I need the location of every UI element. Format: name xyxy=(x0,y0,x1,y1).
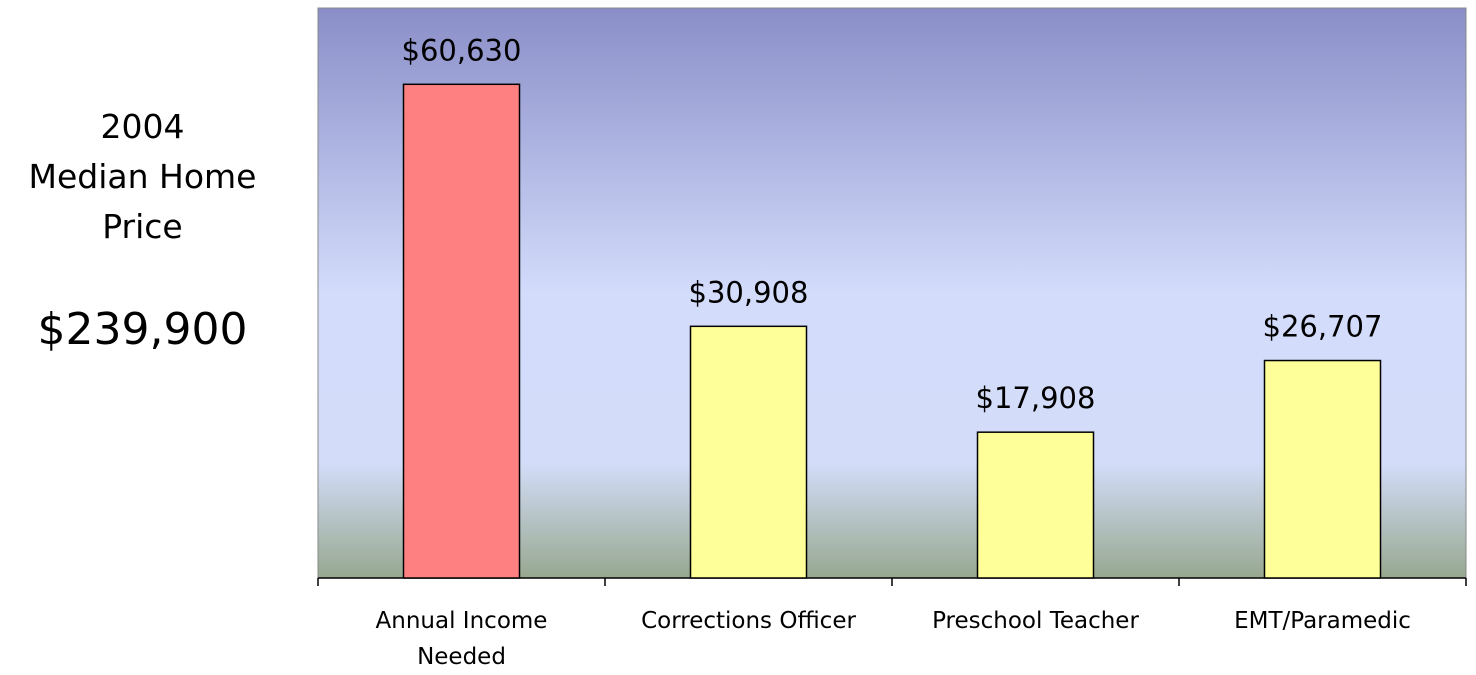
annotation: Median Home xyxy=(28,157,257,196)
x-tick-label: Preschool Teacher xyxy=(932,608,1139,634)
bar xyxy=(689,325,808,579)
annotation: Price xyxy=(102,207,183,246)
bar xyxy=(402,83,521,579)
annotation: $239,900 xyxy=(37,304,248,355)
annotation: 2004 xyxy=(100,107,185,146)
bar xyxy=(976,431,1095,579)
value-label: $26,707 xyxy=(1263,310,1383,344)
value-label: $17,908 xyxy=(976,381,1096,415)
x-tick-label: Annual Income Needed xyxy=(375,608,548,670)
bar xyxy=(1263,359,1382,579)
value-label: $60,630 xyxy=(402,33,522,67)
x-tick-label: EMT/Paramedic xyxy=(1234,608,1411,634)
value-label: $30,908 xyxy=(689,275,809,309)
x-tick-label: Corrections Officer xyxy=(641,608,856,634)
